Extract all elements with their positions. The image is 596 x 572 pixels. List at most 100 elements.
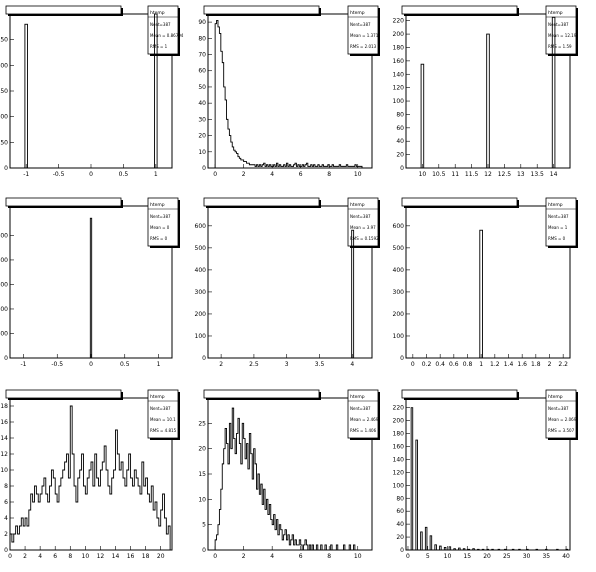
title-box	[5, 5, 122, 15]
y-tick-label: 300	[195, 289, 207, 296]
x-tick-label: 6	[53, 553, 57, 560]
title-box	[5, 197, 122, 207]
x-tick-label: 2.5	[249, 361, 259, 368]
x-tick-label: 0.8	[463, 361, 473, 368]
stats-line: Mean = 0.86794	[150, 33, 184, 38]
y-tick-label: 400	[195, 267, 207, 274]
x-tick-label: 1	[157, 361, 161, 368]
x-tick-label: 0	[411, 361, 415, 368]
x-tick-label: 0.6	[449, 361, 459, 368]
x-tick-label: 8	[68, 553, 72, 560]
x-tick-label: 10	[82, 553, 90, 560]
y-tick-label: 180	[393, 431, 405, 438]
stats-box	[147, 197, 179, 247]
stats-name: htemp	[150, 394, 165, 400]
y-tick-label: 0	[202, 165, 206, 172]
x-tick-label: 30	[523, 553, 531, 560]
x-tick-label: -0.5	[53, 171, 65, 178]
y-tick-label: 12	[0, 451, 8, 458]
x-tick-label: 18	[142, 553, 150, 560]
x-tick-label: 0	[89, 361, 93, 368]
stats-box	[545, 5, 577, 55]
x-tick-label: 10.5	[432, 171, 446, 178]
y-tick-label: 30	[198, 116, 206, 123]
histogram-bar	[351, 229, 355, 359]
y-tick-label: 200	[393, 418, 405, 425]
y-tick-label: 200	[0, 62, 8, 69]
x-tick-label: 1	[479, 361, 483, 368]
x-tick-label: 4	[350, 361, 354, 368]
y-tick-label: 0	[4, 355, 8, 362]
x-tick-label: 0.5	[119, 171, 129, 178]
x-tick-label: 40	[562, 553, 570, 560]
stats-name: htemp	[548, 10, 563, 16]
stats-line: Nent=387	[548, 406, 569, 411]
x-tick-label: 14	[112, 553, 120, 560]
x-tick-label: 5	[426, 553, 430, 560]
y-tick-label: 14	[0, 435, 8, 442]
y-tick-label: 70	[198, 52, 206, 59]
stats-line: Mean = 12.19	[548, 33, 577, 38]
plot-frame	[405, 205, 571, 359]
y-tick-label: 20	[396, 534, 404, 541]
stats-line: Mean = 1	[548, 225, 568, 230]
title-box	[203, 197, 320, 207]
x-tick-label: 0	[213, 553, 217, 560]
title-box	[401, 389, 518, 399]
y-tick-label: 200	[0, 306, 8, 313]
title-box	[203, 389, 320, 399]
x-tick-label: 1.4	[504, 361, 514, 368]
x-tick-label: 14	[550, 171, 558, 178]
x-tick-label: 35	[542, 553, 550, 560]
histogram-bar	[551, 16, 556, 169]
y-tick-label: 90	[198, 19, 206, 26]
x-tick-label: 10	[444, 553, 452, 560]
y-tick-label: 80	[396, 495, 404, 502]
histogram-panel-3: htemp Nent=387 Mean = 12.19 RMS = 1.59 0 20 40…	[393, 5, 578, 178]
y-tick-label: 180	[393, 44, 405, 51]
y-tick-label: 0	[4, 165, 8, 172]
x-tick-label: 2	[219, 361, 223, 368]
x-tick-label: 12	[484, 171, 492, 178]
y-tick-label: 0	[400, 355, 404, 362]
y-tick-label: 150	[0, 88, 8, 95]
histogram-panel-8: htemp Nent=387 Mean = 2.469 RMS = 1.406 0 5 10…	[198, 389, 380, 560]
stats-line: Nent=387	[350, 214, 371, 219]
y-tick-label: 20	[396, 152, 404, 159]
y-tick-label: 20	[198, 446, 206, 453]
x-tick-label: 6	[299, 553, 303, 560]
y-tick-label: 100	[0, 330, 8, 337]
y-tick-label: 40	[396, 138, 404, 145]
y-tick-label: 4	[4, 515, 8, 522]
x-tick-label: 2	[242, 171, 246, 178]
stats-line: RMS = 1	[150, 44, 168, 49]
y-tick-label: 140	[393, 456, 405, 463]
stats-line: Mean = 2.069	[548, 417, 577, 422]
y-tick-label: 160	[393, 58, 405, 65]
x-tick-label: -1	[21, 361, 27, 368]
stats-line: Nent=387	[350, 406, 371, 411]
stats-line: RMS = 0	[150, 236, 168, 241]
stats-line: RMS = 4.815	[150, 428, 177, 433]
x-tick-label: 3.5	[315, 361, 325, 368]
stats-line: RMS = 2.013	[350, 44, 377, 49]
title-box	[401, 5, 518, 15]
histogram-bar	[24, 23, 28, 169]
y-tick-label: 500	[195, 245, 207, 252]
stats-box	[147, 5, 179, 55]
x-tick-label: 11.5	[465, 171, 479, 178]
x-tick-label: 25	[503, 553, 511, 560]
y-tick-label: 18	[0, 403, 8, 410]
stats-line: RMS = 0	[548, 236, 566, 241]
y-tick-label: 100	[393, 482, 405, 489]
stats-box	[347, 5, 379, 55]
y-tick-label: 8	[4, 483, 8, 490]
y-tick-label: 100	[393, 98, 405, 105]
stats-line: RMS = 0.1592	[350, 236, 379, 241]
stats-line: Nent=387	[548, 214, 569, 219]
stats-line: Mean = 0	[150, 225, 170, 230]
y-tick-label: 40	[198, 100, 206, 107]
x-tick-label: 13	[517, 171, 525, 178]
y-tick-label: 60	[396, 508, 404, 515]
y-tick-label: 50	[0, 139, 8, 146]
